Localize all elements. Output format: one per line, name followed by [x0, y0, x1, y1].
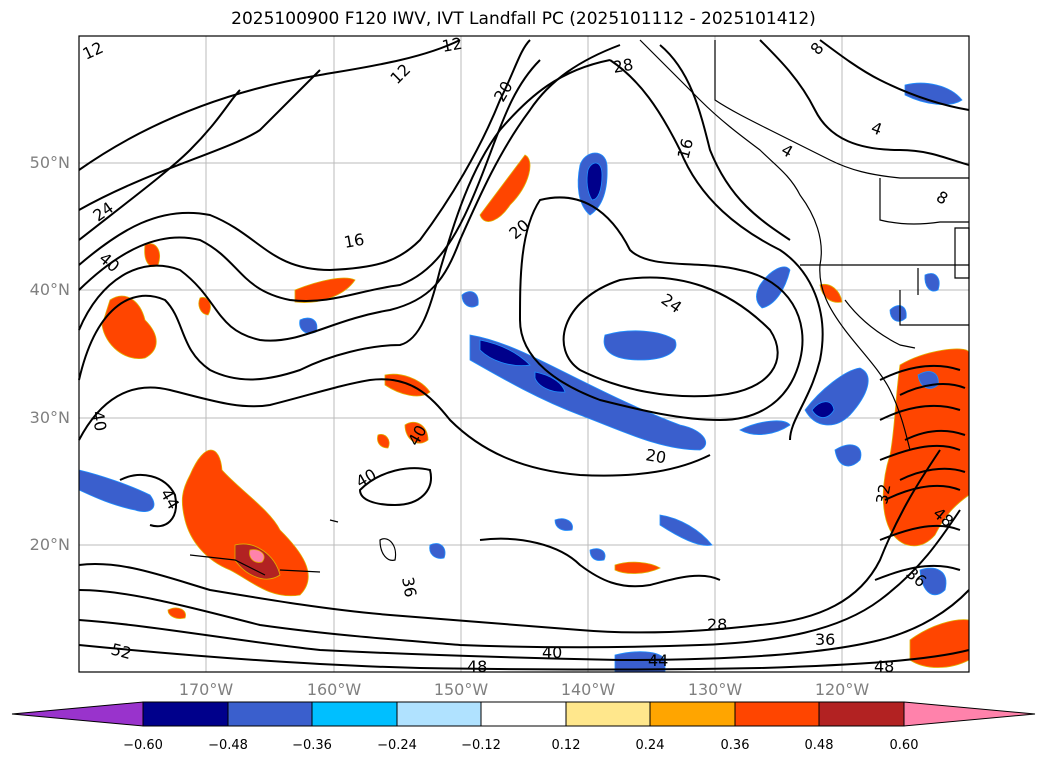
contour-label: 28 — [707, 615, 727, 634]
lon-label: 130°W — [687, 680, 743, 699]
contour-label: 20 — [644, 445, 667, 467]
colorbar-segment — [227, 701, 313, 727]
lat-label: 30°N — [29, 408, 70, 427]
cool-patch-center — [603, 330, 677, 361]
contour-label: 16 — [674, 136, 698, 161]
contour-label: 36 — [398, 575, 420, 598]
colorbar-tick-label: −0.48 — [208, 738, 248, 753]
colorbar-tick-label: 0.12 — [551, 738, 581, 753]
colorbar-segment — [649, 701, 736, 727]
colorbar-segment — [142, 701, 229, 727]
colorbar-segment — [311, 701, 398, 727]
contour-label: 48 — [874, 657, 894, 676]
iwv-contours — [78, 39, 970, 671]
colorbar-extend-max — [903, 701, 1036, 727]
contour-label: 52 — [109, 640, 134, 664]
lat-label: 40°N — [29, 280, 70, 299]
contour-label: 40 — [88, 409, 110, 432]
colorbar-tick-label: −0.24 — [377, 738, 417, 753]
warm-patch-subtropics — [181, 449, 309, 597]
chart-title: 2025100900 F120 IWV, IVT Landfall PC (20… — [231, 9, 816, 29]
contour-label: 28 — [611, 55, 634, 77]
colorbar-tick-label: 0.36 — [720, 738, 750, 753]
colorbar — [11, 701, 1036, 727]
contour-label: 16 — [342, 230, 365, 252]
colorbar-segment — [565, 701, 651, 727]
colorbar-tick-label: 0.48 — [804, 738, 834, 753]
colorbar-tick-label: −0.36 — [292, 738, 332, 753]
contour-label: 48 — [467, 657, 487, 676]
lon-label: 120°W — [814, 680, 870, 699]
lat-label: 20°N — [29, 535, 70, 554]
cool-patch-west — [78, 469, 155, 512]
lon-label: 150°W — [433, 680, 489, 699]
colorbar-extend-min — [11, 701, 144, 727]
lon-label: 160°W — [306, 680, 362, 699]
negative-anomaly-patches — [78, 82, 963, 673]
lon-label: 140°W — [560, 680, 616, 699]
contour-label: 36 — [815, 630, 835, 649]
lon-label: 170°W — [178, 680, 234, 699]
contour-label: 44 — [648, 651, 668, 670]
colorbar-tick-label: 0.24 — [635, 738, 665, 753]
plot-frame — [78, 35, 970, 673]
contour-label: 32 — [872, 482, 894, 505]
contour-label: 40 — [542, 643, 562, 662]
contour-label: 12 — [440, 34, 463, 56]
colorbar-segment — [480, 701, 567, 727]
colorbar-tick-label: −0.12 — [461, 738, 501, 753]
colorbar-tick-label: −0.60 — [123, 738, 163, 753]
warm-patch-west — [101, 295, 157, 359]
colorbar-tick-label: 0.60 — [889, 738, 919, 753]
colorbar-segment — [396, 701, 482, 727]
lat-label: 50°N — [29, 153, 70, 172]
coastlines — [189, 39, 970, 576]
colorbar-segment — [818, 701, 905, 727]
colorbar-segment — [734, 701, 820, 727]
